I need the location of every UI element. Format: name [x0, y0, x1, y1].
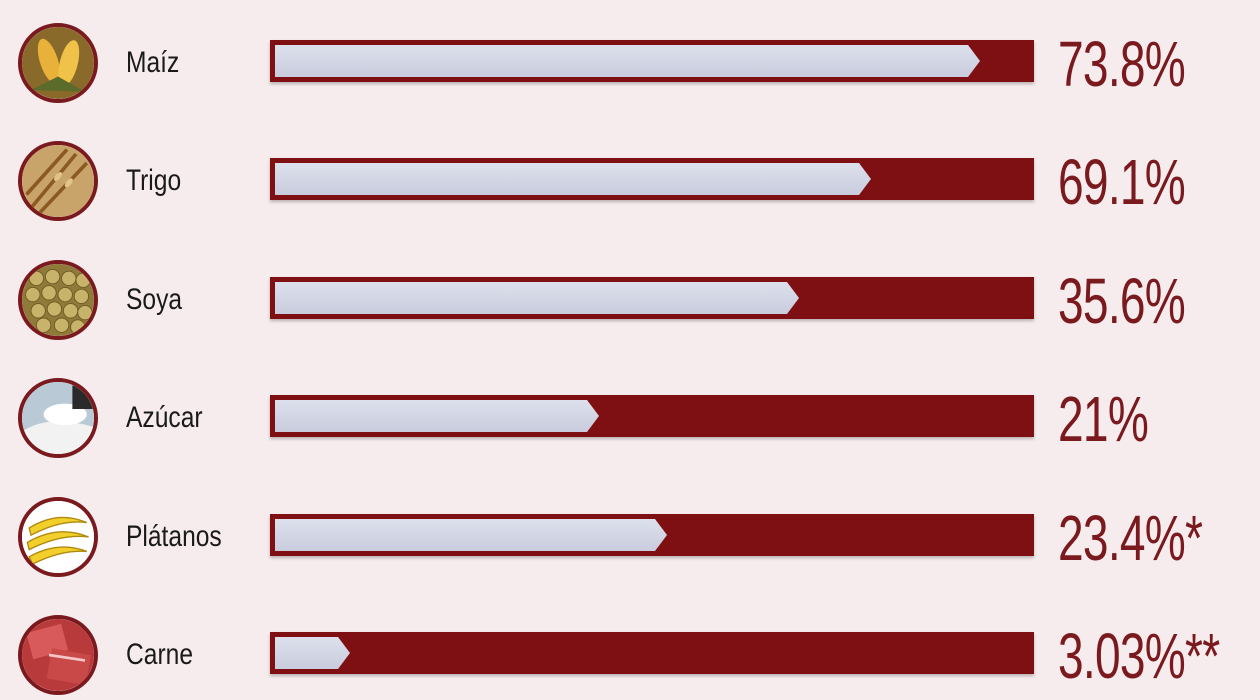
bar-fill [275, 400, 599, 432]
bar-track [270, 632, 1034, 674]
value-label: 23.4%* [1058, 502, 1203, 574]
bar-row: Azúcar 21% [0, 373, 1260, 463]
bar-fill [275, 637, 350, 669]
bar-fill [275, 519, 667, 551]
bar-row: Carne 3.03%** [0, 610, 1260, 700]
value-label: 35.6% [1058, 265, 1186, 337]
bar-fill [275, 163, 871, 195]
meat-icon [18, 615, 98, 695]
category-label: Azúcar [126, 401, 203, 434]
corn-icon [18, 23, 98, 103]
bar-row: Plátanos 23.4%* [0, 492, 1260, 582]
category-label: Trigo [126, 164, 182, 197]
bar-fill [275, 45, 980, 77]
bar-fill [275, 282, 799, 314]
category-label: Carne [126, 638, 194, 671]
bar-row: Soya 35.6% [0, 255, 1260, 345]
category-label: Plátanos [126, 520, 222, 553]
bar-track [270, 40, 1034, 82]
bar-track [270, 158, 1034, 200]
bar-track [270, 395, 1034, 437]
bar-track [270, 514, 1034, 556]
value-label: 69.1% [1058, 146, 1186, 218]
soybean-icon [18, 260, 98, 340]
value-label: 21% [1058, 383, 1149, 455]
category-label: Maíz [126, 46, 180, 79]
sugar-icon [18, 378, 98, 458]
value-label: 3.03%** [1058, 620, 1220, 692]
bar-row: Maíz 73.8% [0, 18, 1260, 108]
banana-icon [18, 497, 98, 577]
value-label: 73.8% [1058, 28, 1186, 100]
category-label: Soya [126, 283, 183, 316]
bar-row: Trigo 69.1% [0, 136, 1260, 226]
wheat-icon [18, 141, 98, 221]
bar-track [270, 277, 1034, 319]
